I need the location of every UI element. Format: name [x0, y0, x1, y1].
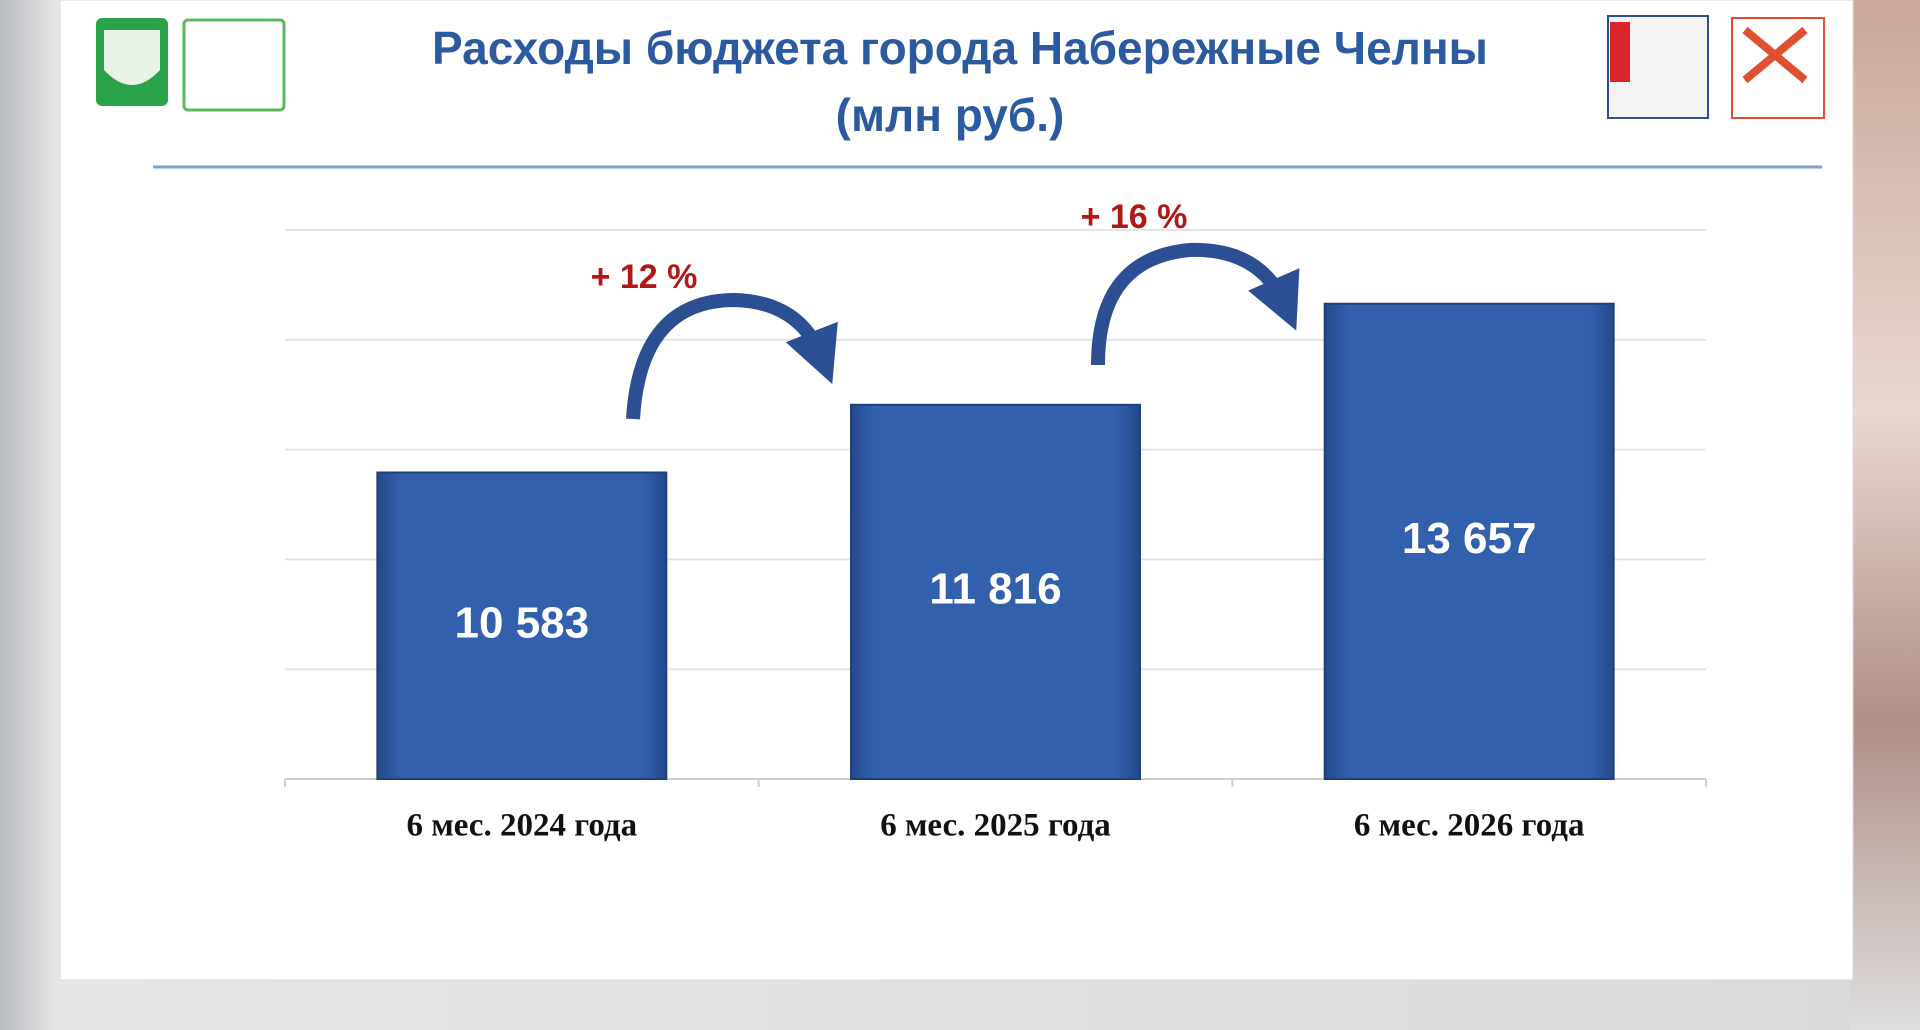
value-label: 13 657: [1402, 514, 1537, 563]
arrow: [1091, 242, 1300, 366]
x-tick-label: 6 мес. 2026 года: [1354, 808, 1585, 844]
annotation: + 16 %: [1081, 198, 1188, 236]
bar: [376, 471, 668, 780]
logo-right: [1607, 15, 1825, 119]
x-tick-label: 6 мес. 2024 года: [407, 808, 638, 844]
bar: [1323, 302, 1615, 780]
plot: 6 мес. 2024 года 10 583 6 мес. 2025 года 11…: [284, 229, 1707, 844]
value-label: 11 816: [929, 565, 1061, 614]
arrow: [626, 292, 838, 420]
value-label: 10 583: [455, 598, 590, 647]
x-tick-label: 6 мес. 2025 года: [880, 808, 1111, 844]
chart-subtitle: (млн руб.): [836, 89, 1065, 141]
chart-title: Расходы бюджета города Набережные Челны: [432, 22, 1488, 74]
annotation: + 12 %: [591, 258, 698, 296]
bar: [850, 403, 1141, 780]
logo-left: [96, 18, 286, 112]
